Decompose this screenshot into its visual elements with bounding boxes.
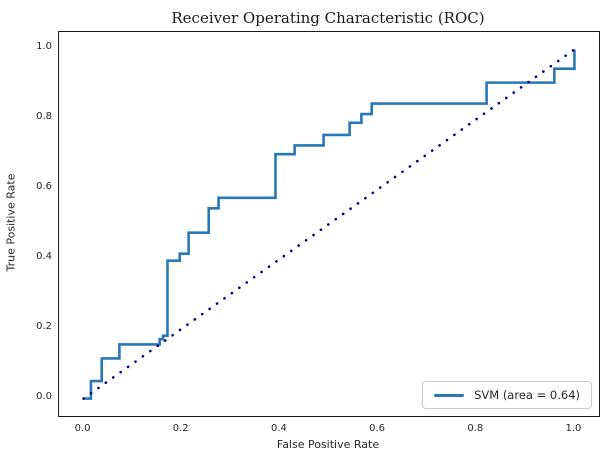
y-tick-label: 0.2 bbox=[36, 320, 52, 332]
y-tick-label: 1.0 bbox=[36, 41, 52, 53]
chance-diagonal-line bbox=[82, 48, 576, 400]
chart-title: Receiver Operating Characteristic (ROC) bbox=[171, 9, 485, 27]
roc-curve-line bbox=[83, 49, 576, 400]
x-tick-label: 0.0 bbox=[74, 423, 91, 434]
legend-label: SVM (area = 0.64) bbox=[474, 388, 580, 402]
legend-line-swatch bbox=[434, 393, 465, 397]
roc-chart-svg bbox=[82, 48, 576, 400]
y-axis-label: True Positive Rate bbox=[4, 173, 18, 272]
x-tick-label: 1.0 bbox=[565, 423, 582, 434]
x-tick-label: 0.8 bbox=[467, 423, 484, 434]
x-axis-label: False Positive Rate bbox=[276, 438, 380, 451]
y-tick-label: 0.6 bbox=[36, 181, 52, 193]
x-tick-label: 0.6 bbox=[369, 423, 386, 434]
x-tick-label: 0.2 bbox=[172, 423, 189, 434]
y-tick-label: 0.4 bbox=[36, 250, 52, 262]
y-tick-label: 0.8 bbox=[36, 111, 52, 123]
y-tick-label: 0.0 bbox=[36, 390, 52, 402]
plot-area: SVM (area = 0.64) bbox=[58, 31, 600, 417]
x-tick-label: 0.4 bbox=[270, 423, 287, 434]
legend: SVM (area = 0.64) bbox=[422, 381, 592, 409]
